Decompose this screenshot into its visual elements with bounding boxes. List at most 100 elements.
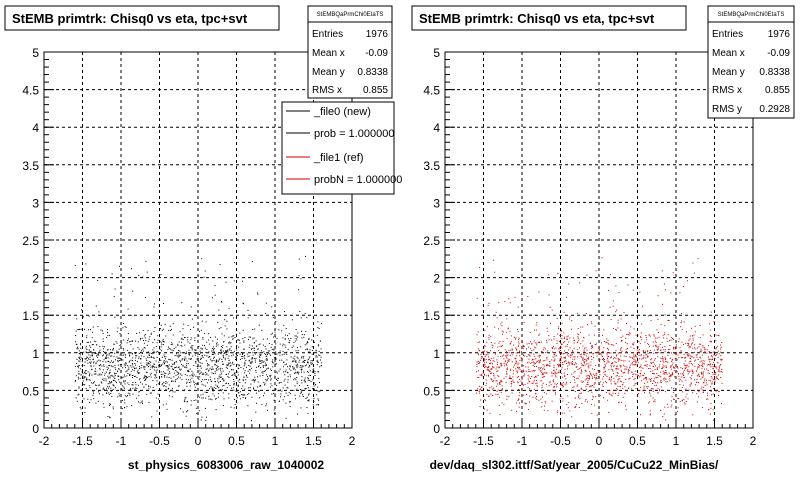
scatter-point <box>196 384 198 386</box>
scatter-point <box>109 362 111 363</box>
scatter-point <box>220 327 222 329</box>
scatter-point <box>253 379 255 381</box>
scatter-point <box>617 322 619 324</box>
scatter-point <box>228 371 230 373</box>
scatter-point <box>279 354 281 356</box>
scatter-point <box>500 323 502 325</box>
scatter-point <box>190 329 191 330</box>
scatter-point <box>294 335 296 337</box>
scatter-point <box>630 346 632 348</box>
scatter-point <box>628 387 630 389</box>
scatter-point <box>517 364 519 366</box>
scatter-point <box>701 365 703 367</box>
scatter-point <box>295 362 297 364</box>
scatter-point <box>286 353 288 355</box>
scatter-point <box>564 383 566 385</box>
scatter-point <box>103 406 105 408</box>
scatter-point <box>660 409 662 411</box>
y-tick-label: 5 <box>32 46 39 60</box>
scatter-point <box>666 337 668 339</box>
scatter-point <box>657 332 659 333</box>
scatter-point <box>173 348 175 350</box>
scatter-point <box>543 367 545 369</box>
scatter-point <box>235 375 237 377</box>
scatter-point <box>516 410 518 412</box>
scatter-point <box>517 381 518 383</box>
scatter-point <box>171 359 173 361</box>
scatter-point <box>146 372 148 374</box>
scatter-point <box>598 348 600 350</box>
scatter-point <box>695 359 697 361</box>
scatter-point <box>578 375 580 377</box>
scatter-point <box>277 390 279 392</box>
scatter-point <box>318 344 320 346</box>
scatter-point <box>702 382 704 384</box>
left-y-ticks: 00.511.522.533.544.55 <box>22 46 54 436</box>
scatter-point <box>81 385 83 387</box>
left-stats-key-3: RMS x <box>312 85 342 96</box>
scatter-point <box>243 365 245 367</box>
scatter-point <box>82 375 84 377</box>
scatter-point <box>603 341 605 342</box>
scatter-point <box>265 405 267 407</box>
scatter-point <box>671 387 673 389</box>
scatter-point <box>640 367 642 369</box>
scatter-point <box>147 351 149 353</box>
scatter-point <box>638 376 640 378</box>
scatter-point <box>219 381 221 382</box>
scatter-point <box>293 379 295 381</box>
scatter-point <box>680 367 682 369</box>
scatter-point <box>297 357 299 359</box>
scatter-point <box>129 355 131 357</box>
scatter-point <box>586 274 588 276</box>
scatter-point <box>95 341 97 343</box>
scatter-point <box>86 335 88 337</box>
scatter-point <box>510 349 512 351</box>
scatter-point <box>476 334 478 336</box>
scatter-point <box>643 374 645 376</box>
scatter-point <box>522 383 524 385</box>
scatter-point <box>573 386 575 388</box>
scatter-point <box>618 292 620 293</box>
scatter-point <box>690 378 692 380</box>
scatter-point <box>124 399 126 401</box>
scatter-point <box>80 344 81 346</box>
scatter-point <box>651 377 653 379</box>
scatter-point <box>123 381 125 383</box>
scatter-point <box>607 356 609 358</box>
scatter-point <box>111 365 113 367</box>
scatter-point <box>150 376 152 378</box>
scatter-point <box>131 369 133 371</box>
scatter-point <box>92 382 94 384</box>
scatter-point <box>556 411 558 413</box>
scatter-point <box>201 362 203 364</box>
scatter-point <box>603 361 605 363</box>
scatter-point <box>136 371 138 373</box>
right-panel: StEMB primtrk: Chisq0 vs eta, tpc+svt 00… <box>411 5 795 472</box>
scatter-point <box>178 356 179 358</box>
scatter-point <box>140 381 142 383</box>
scatter-point <box>294 367 295 369</box>
scatter-point <box>655 340 656 342</box>
x-tick-label: 0 <box>596 434 603 448</box>
scatter-point <box>572 364 574 366</box>
scatter-point <box>647 386 649 387</box>
scatter-point <box>629 333 631 335</box>
scatter-point <box>168 377 170 378</box>
scatter-point <box>172 343 173 345</box>
scatter-point <box>515 347 517 349</box>
scatter-point <box>171 380 173 382</box>
scatter-point <box>198 346 200 347</box>
scatter-point <box>569 316 571 318</box>
scatter-point <box>177 374 179 376</box>
scatter-point <box>146 344 148 346</box>
scatter-point <box>693 347 695 349</box>
scatter-point <box>610 368 612 370</box>
scatter-point <box>664 346 666 347</box>
scatter-point <box>628 370 630 372</box>
scatter-point <box>588 365 590 367</box>
scatter-point <box>151 416 153 418</box>
scatter-point <box>233 335 235 337</box>
scatter-point <box>721 382 723 384</box>
scatter-point <box>608 369 610 371</box>
